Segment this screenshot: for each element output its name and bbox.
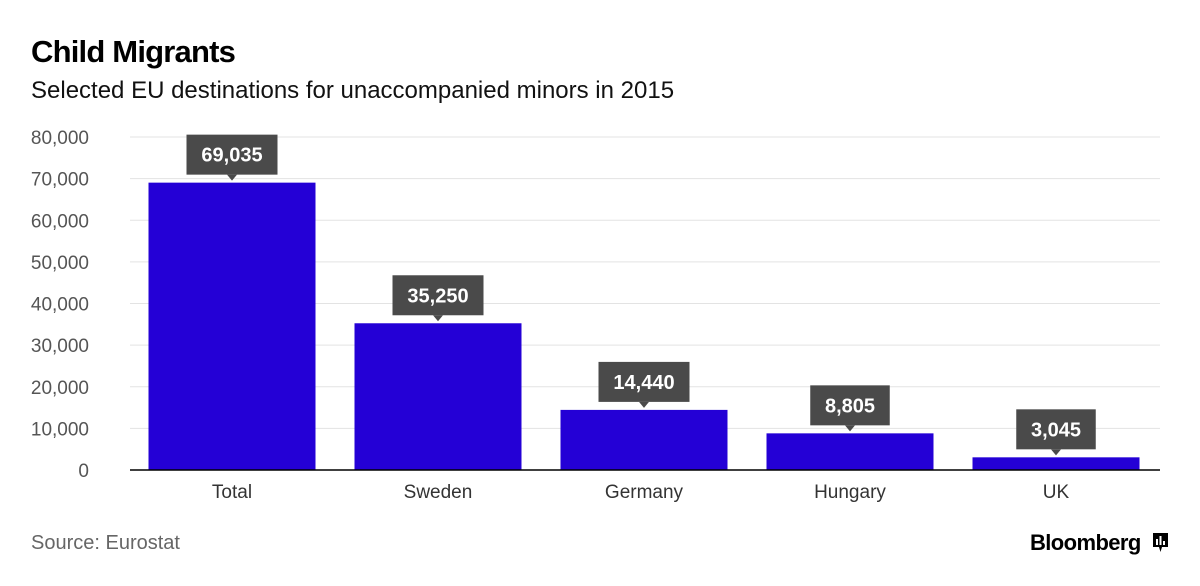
y-tick-label: 60,000 [31, 211, 89, 232]
y-tick-label: 10,000 [31, 419, 89, 440]
x-tick-label: Total [212, 482, 252, 503]
y-tick-label: 80,000 [31, 128, 89, 149]
data-label: 14,440 [613, 372, 674, 394]
data-label-box [598, 361, 690, 402]
y-tick-label: 0 [78, 461, 89, 482]
data-label: 8,805 [825, 395, 875, 417]
x-tick-label: Germany [605, 482, 684, 503]
x-tick-label: Hungary [814, 482, 886, 503]
bar [354, 323, 522, 470]
bloomberg-logo-icon [1153, 533, 1168, 552]
data-label-pointer [433, 315, 443, 322]
source-note: Source: Eurostat [31, 532, 180, 554]
bar [148, 182, 316, 470]
chart-subtitle: Selected EU destinations for unaccompani… [31, 77, 675, 104]
y-tick-label: 30,000 [31, 336, 89, 357]
y-tick-label: 40,000 [31, 295, 89, 316]
y-tick-label: 70,000 [31, 170, 89, 191]
data-label: 3,045 [1031, 419, 1081, 441]
y-tick-label: 50,000 [31, 253, 89, 274]
chart-title: Child Migrants [31, 34, 236, 69]
data-label: 35,250 [407, 285, 468, 307]
data-label: 69,035 [201, 145, 262, 167]
bar [972, 457, 1140, 470]
x-tick-label: UK [1043, 482, 1070, 503]
data-label-box [186, 134, 278, 175]
bar [766, 433, 934, 470]
data-label-pointer [1051, 449, 1061, 456]
data-label-box [810, 385, 890, 426]
data-label-pointer [227, 174, 237, 181]
y-tick-label: 20,000 [31, 378, 89, 399]
bar [560, 409, 728, 470]
data-label-pointer [639, 401, 649, 408]
data-label-box [392, 275, 484, 316]
brand-logo: Bloomberg [1030, 530, 1141, 555]
data-label-box [1016, 409, 1096, 450]
x-tick-label: Sweden [404, 482, 473, 503]
data-label-pointer [845, 425, 855, 432]
